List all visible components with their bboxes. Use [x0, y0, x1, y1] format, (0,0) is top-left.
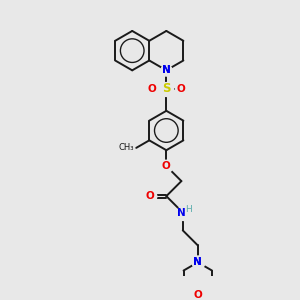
Text: O: O — [148, 84, 157, 94]
Text: N: N — [162, 65, 171, 75]
Text: N: N — [194, 257, 202, 267]
Text: N: N — [194, 257, 202, 267]
Text: CH₃: CH₃ — [118, 143, 134, 152]
Text: O: O — [162, 161, 171, 171]
Text: N: N — [177, 208, 185, 218]
Text: S: S — [162, 82, 171, 95]
Text: O: O — [176, 84, 185, 94]
Text: O: O — [146, 191, 154, 201]
Text: N: N — [162, 65, 171, 75]
Text: O: O — [194, 290, 202, 300]
Text: H: H — [185, 205, 192, 214]
